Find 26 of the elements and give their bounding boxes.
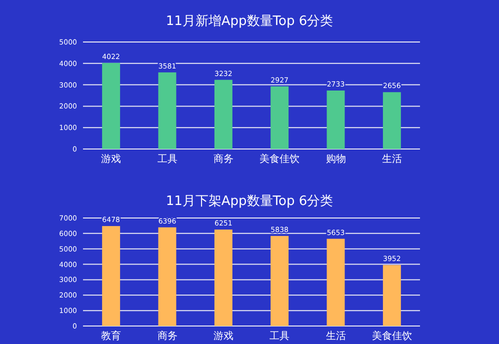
- x-tick-label: 购物: [326, 154, 346, 165]
- bar: [102, 226, 120, 326]
- chart-title: 11月新增App数量Top 6分类: [166, 14, 334, 29]
- bar: [158, 227, 176, 326]
- x-tick-label: 美食佳饮: [260, 153, 300, 165]
- x-tick-label: 游戏: [101, 153, 122, 165]
- x-tick-label: 工具: [270, 331, 290, 342]
- x-tick-label: 美食佳饮: [372, 330, 412, 342]
- bar: [270, 86, 289, 149]
- chart-title: 11月下架App数量Top 6分类: [166, 194, 334, 209]
- bar: [270, 236, 289, 326]
- x-tick-label: 生活: [326, 330, 346, 342]
- bar: [382, 92, 401, 149]
- x-tick-label: 工具: [157, 154, 178, 165]
- x-tick-label: 游戏: [213, 330, 234, 342]
- bar: [326, 238, 345, 326]
- x-tick-label: 商务: [213, 153, 234, 165]
- bar: [158, 72, 176, 149]
- x-tick-label: 生活: [382, 153, 402, 165]
- bar: [382, 265, 401, 326]
- bar: [326, 90, 345, 149]
- bar: [214, 80, 232, 149]
- bar: [214, 230, 232, 326]
- x-tick-label: 教育: [101, 330, 122, 342]
- x-tick-label: 商务: [157, 330, 178, 342]
- bar: [102, 62, 120, 149]
